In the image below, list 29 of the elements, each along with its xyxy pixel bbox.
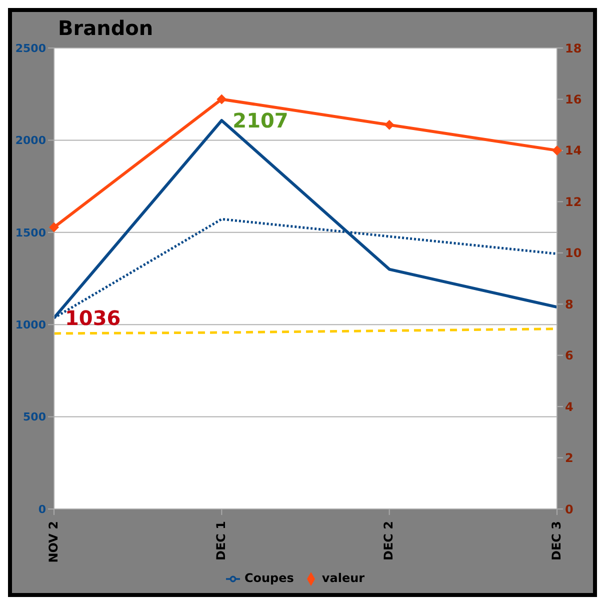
y-tick-label: 1500 — [15, 226, 46, 240]
y2-tick-label: 18 — [565, 41, 582, 56]
chart-title: Brandon — [58, 16, 154, 40]
y-tick-label: 1000 — [15, 318, 46, 332]
y2-tick-label: 14 — [565, 144, 582, 158]
point — [384, 120, 394, 130]
y2-tick-label: 8 — [565, 297, 574, 312]
y-tick-label: 500 — [23, 410, 46, 424]
x-tick-label: DEC 1 — [214, 521, 228, 560]
y2-tick-label: 10 — [565, 246, 582, 260]
x-tick-label: NOV 2 — [46, 521, 60, 563]
y2-tick-label: 2 — [565, 451, 574, 466]
x-tick-label: DEC 3 — [549, 521, 564, 560]
annotation: 2107 — [232, 108, 288, 133]
point — [552, 145, 562, 156]
y2-tick-label: 4 — [565, 400, 574, 414]
legend-label: Coupes — [244, 571, 294, 585]
annotation: 1036 — [65, 306, 121, 330]
y2-tick-label: 16 — [565, 92, 582, 106]
y-tick-label: 2000 — [15, 134, 46, 148]
y-tick-label: 2500 — [15, 42, 46, 55]
y2-tick-label: 6 — [565, 348, 574, 363]
point — [216, 94, 227, 104]
y2-tick-label: 0 — [565, 502, 574, 516]
x-tick-label: DEC 2 — [382, 521, 396, 560]
y2-tick-label: 12 — [565, 194, 582, 209]
legend-label: valeur — [322, 571, 365, 585]
y-tick-label: 0 — [38, 502, 46, 516]
point — [49, 222, 59, 232]
